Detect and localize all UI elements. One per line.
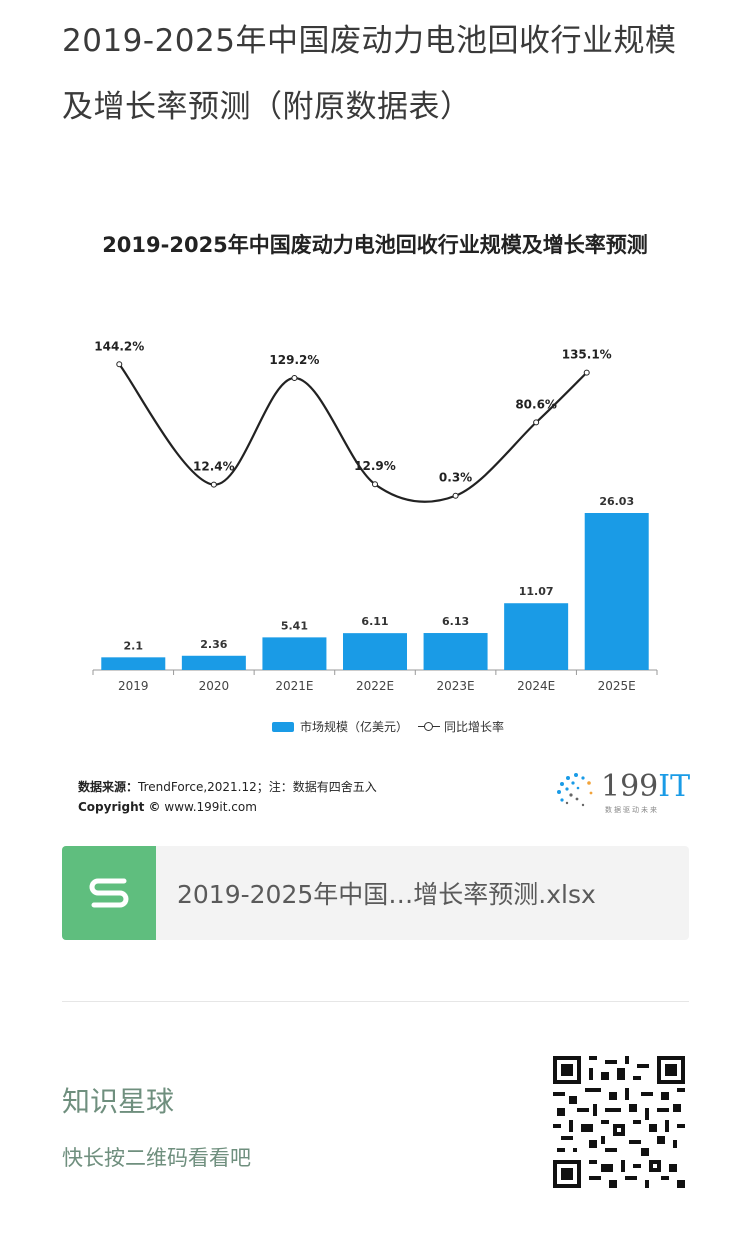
- growth-value-label: 144.2%: [94, 339, 144, 353]
- growth-point: [291, 374, 298, 381]
- x-tick-label: 2024E: [517, 679, 555, 693]
- bar: [101, 657, 166, 670]
- page-title: 2019-2025年中国废动力电池回收行业规模及增长率预测（附原数据表）: [62, 23, 677, 125]
- growth-point: [372, 481, 378, 488]
- growth-line: [118, 363, 588, 503]
- growth-value-label: 0.3%: [439, 471, 472, 485]
- growth-point: [116, 361, 123, 368]
- growth-value-label: 135.1%: [562, 348, 612, 362]
- bar-value-label: 2.36: [200, 638, 227, 651]
- file-name[interactable]: 2019-2025年中国…增长率预测.xlsx: [177, 880, 596, 909]
- divider: [62, 1001, 689, 1002]
- x-tick-label: 2023E: [437, 679, 475, 693]
- growth-point: [583, 369, 590, 376]
- footer-subtitle: 快长按二维码看看吧: [62, 1146, 251, 1170]
- growth-point: [210, 481, 217, 488]
- copyright-text: www.199it.com: [164, 800, 257, 814]
- source-label: 数据来源：: [78, 780, 139, 794]
- bar-value-label: 5.41: [281, 619, 308, 632]
- legend-bar-swatch: [272, 721, 294, 732]
- qr-code-icon[interactable]: [553, 1056, 685, 1188]
- growth-value-label: 12.4%: [193, 460, 235, 474]
- legend-item-bar: 市场规模（亿美元）: [272, 718, 408, 735]
- growth-value-label: 129.2%: [269, 353, 319, 367]
- bar-value-label: 2.1: [124, 639, 144, 652]
- legend-item-line: 同比增长率: [418, 718, 504, 735]
- logo-dots-icon: [557, 773, 593, 807]
- chart-image: 2019-2025年中国废动力电池回收行业规模及增长率预测 2.1 2019 2.3…: [0, 205, 750, 845]
- logo-tagline: 数据驱动未来: [605, 806, 659, 814]
- bar: [504, 603, 569, 670]
- legend-bar-label: 市场规模（亿美元）: [300, 720, 409, 734]
- bar-value-label: 11.07: [519, 585, 554, 598]
- growth-point: [452, 492, 459, 499]
- x-tick-label: 2022E: [356, 679, 394, 693]
- x-tick-label: 2021E: [275, 679, 313, 693]
- bar: [262, 637, 327, 670]
- chart-title: 2019-2025年中国废动力电池回收行业规模及增长率预测: [102, 233, 648, 257]
- bar: [584, 513, 649, 670]
- file-attachment[interactable]: 2019-2025年中国…增长率预测.xlsx: [62, 846, 689, 940]
- legend-line-label: 同比增长率: [444, 720, 505, 734]
- bar: [343, 633, 407, 670]
- footer-title: 知识星球: [62, 1085, 175, 1118]
- brand-logo: 199IT 数据驱动未来: [553, 767, 690, 817]
- growth-value-label: 12.9%: [354, 459, 396, 473]
- bar: [423, 633, 488, 670]
- x-tick-label: 2020: [199, 679, 230, 693]
- growth-value-label: 80.6%: [515, 397, 557, 411]
- logo-accent: IT: [658, 769, 691, 804]
- chart-legend: 市场规模（亿美元） 同比增长率: [272, 718, 504, 735]
- logo-number: 199: [601, 769, 659, 804]
- x-tick-label: 2019: [118, 679, 149, 693]
- bar-value-label: 6.13: [442, 615, 469, 628]
- legend-line-marker: [418, 721, 441, 732]
- s-document-icon: [62, 846, 156, 940]
- chart-source: 数据来源：TrendForce,2021.12；注：数据有四舍五入 Copyri…: [78, 777, 377, 817]
- logo-text: 199IT: [601, 769, 690, 804]
- bar: [181, 655, 246, 670]
- bar-value-label: 26.03: [599, 495, 634, 508]
- chart: 2.1 2019 2.36 2020 5.41 2021E 6.11 2022E 6.13 202…: [92, 339, 658, 693]
- growth-point: [533, 419, 540, 426]
- bar-value-label: 6.11: [361, 615, 388, 628]
- source-text: TrendForce,2021.12；注：数据有四舍五入: [138, 780, 377, 794]
- x-tick-label: 2025E: [598, 679, 636, 693]
- copyright-label: Copyright ©: [78, 800, 161, 814]
